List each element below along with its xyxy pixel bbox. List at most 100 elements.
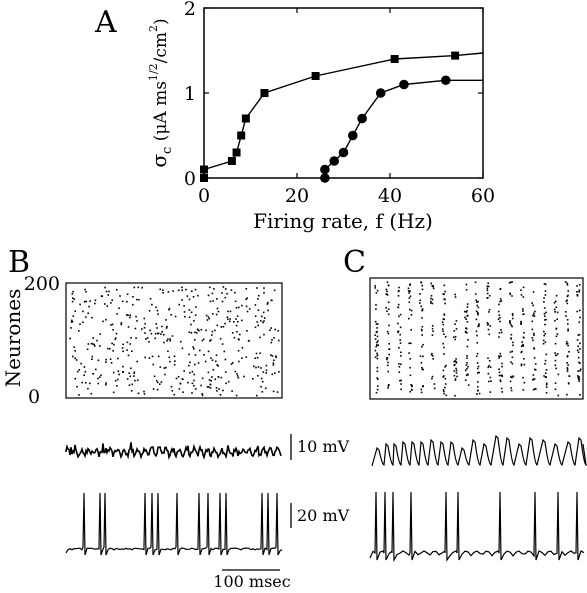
- raster-b-spike: [188, 316, 191, 319]
- raster-c-spike: [554, 311, 556, 313]
- raster-b-spike: [237, 349, 240, 352]
- raster-b-spike: [126, 300, 128, 303]
- raster-c-spike: [532, 339, 534, 342]
- raster-c-spike: [422, 385, 424, 388]
- raster-c-spike: [388, 348, 391, 350]
- raster-c-spike: [466, 303, 469, 305]
- raster-b-spike: [178, 303, 180, 306]
- raster-c-spike: [386, 330, 389, 333]
- raster-c-spike: [567, 344, 569, 347]
- raster-b-spike: [234, 370, 237, 373]
- raster-c-spike: [577, 345, 579, 348]
- raster-b-spike: [116, 313, 118, 315]
- raster-c-spike: [566, 282, 569, 285]
- raster-b-frame: [65, 282, 283, 399]
- raster-b-spike: [173, 355, 176, 357]
- raster-c-spike: [532, 314, 534, 317]
- raster-c-spike: [579, 362, 581, 364]
- raster-c-spike: [377, 378, 379, 380]
- raster-c-spike: [398, 363, 400, 365]
- raster-b-ytick-0: 0: [28, 386, 40, 408]
- chart-a-point-square: [232, 148, 241, 157]
- raster-b-spike: [274, 372, 276, 374]
- chart-a-point-square: [200, 174, 208, 182]
- raster-b-ytick-200: 200: [24, 273, 60, 295]
- raster-c-spike: [386, 357, 388, 359]
- raster-b-spike: [226, 316, 229, 318]
- raster-b-spike: [163, 341, 165, 344]
- raster-c-spike: [409, 284, 411, 286]
- raster-c-spike: [556, 318, 558, 320]
- raster-b-spike: [259, 336, 261, 339]
- raster-c-spike: [466, 332, 468, 334]
- raster-c-spike: [520, 320, 522, 323]
- raster-c-spike: [477, 381, 479, 383]
- raster-c-spike: [442, 330, 444, 332]
- raster-b-spike: [174, 315, 177, 318]
- raster-b-spike: [160, 381, 163, 383]
- raster-b-spike: [183, 305, 185, 307]
- raster-c-spike: [453, 370, 456, 372]
- raster-b-spike: [245, 356, 248, 358]
- raster-c-spike: [400, 355, 402, 357]
- raster-b-spike: [256, 394, 258, 397]
- raster-b-spike: [211, 334, 213, 336]
- raster-c-spike: [521, 350, 523, 353]
- raster-b-spike: [217, 310, 220, 313]
- raster-c-spike: [420, 328, 423, 331]
- raster-b-spike: [270, 327, 272, 329]
- raster-b-spike: [156, 388, 159, 391]
- raster-c-spike: [387, 370, 389, 373]
- raster-c-spike: [510, 337, 512, 339]
- raster-c-spike: [397, 303, 400, 306]
- raster-c-spike: [441, 321, 444, 323]
- raster-c-spike: [565, 300, 568, 302]
- raster-c-spike: [544, 359, 547, 362]
- raster-b-spike: [205, 329, 207, 332]
- raster-c-spike: [431, 375, 434, 378]
- raster-c-spike: [498, 357, 500, 359]
- raster-b-spike: [78, 369, 81, 371]
- raster-c-spike: [532, 378, 535, 380]
- raster-b-spike: [97, 377, 99, 380]
- raster-c-spike: [464, 330, 467, 333]
- raster-b-spike: [161, 331, 163, 333]
- raster-b-spike: [219, 394, 222, 396]
- raster-c-spike: [511, 376, 513, 379]
- raster-c-spike: [523, 363, 526, 366]
- raster-b-spike: [134, 327, 137, 330]
- raster-c-spike: [466, 373, 469, 375]
- raster-b-spike: [216, 307, 219, 310]
- raster-c-spike: [385, 293, 387, 295]
- raster-c-spike: [421, 309, 424, 312]
- raster-c-spike: [488, 365, 490, 367]
- trace-c-average-potential: [371, 434, 587, 467]
- raster-c-spike: [443, 284, 446, 287]
- raster-c-spike: [533, 368, 536, 371]
- raster-c-spike: [410, 314, 413, 316]
- raster-c-spike: [407, 287, 410, 290]
- raster-c-spike: [474, 281, 477, 284]
- raster-b-spike: [188, 298, 191, 301]
- raster-c-spike: [543, 330, 545, 333]
- raster-c-spike: [489, 391, 492, 393]
- raster-b-spike: [133, 286, 136, 289]
- raster-b-spike: [133, 372, 135, 375]
- raster-c-spike: [565, 315, 567, 317]
- raster-b-spike: [167, 350, 169, 353]
- raster-b-spike: [84, 288, 86, 291]
- raster-b-spike: [238, 360, 240, 363]
- raster-c-spike: [399, 326, 402, 329]
- raster-c-spike: [432, 285, 434, 288]
- raster-c-spike: [444, 386, 446, 389]
- chart-a-xlabel: Firing rate, f (Hz): [253, 209, 433, 233]
- raster-c-spike: [566, 319, 569, 321]
- raster-b-spike: [239, 333, 241, 336]
- chart-a-series-circle-line: [324, 79, 483, 178]
- raster-c-spike: [565, 343, 568, 345]
- raster-b-spike: [217, 376, 220, 378]
- raster-c-spike: [466, 314, 469, 317]
- raster-c-spike: [566, 302, 569, 305]
- raster-c-spike: [420, 305, 422, 308]
- raster-c-spike: [512, 344, 514, 347]
